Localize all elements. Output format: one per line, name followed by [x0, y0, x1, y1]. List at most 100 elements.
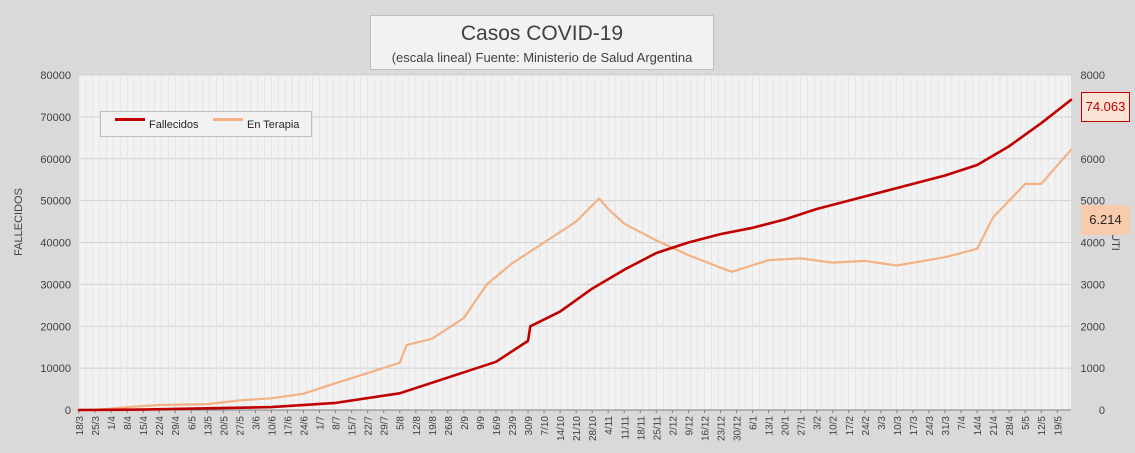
y2-tick-label: 3000 — [1081, 279, 1105, 291]
x-tick-label: 4/11 — [604, 416, 615, 435]
vertical-gridlines — [78, 75, 1070, 410]
series-line-en-terapia — [77, 148, 1073, 412]
x-tick-label: 8/4 — [123, 416, 134, 430]
legend: Fallecidos En Terapia — [100, 111, 312, 137]
x-tick-label: 2/9 — [460, 416, 471, 430]
x-tick-label: 12/8 — [412, 416, 423, 436]
x-tick-label: 5/5 — [1021, 416, 1032, 430]
x-tick-label: 22/7 — [364, 416, 375, 436]
x-tick-label: 30/12 — [733, 416, 744, 441]
x-tick-label: 9/9 — [476, 416, 487, 430]
x-tick-label: 25/3 — [91, 416, 102, 436]
series-lines — [77, 98, 1073, 412]
x-tick-label: 13/5 — [203, 416, 214, 436]
x-tick-label: 16/9 — [492, 416, 503, 436]
y-tick-label: 80000 — [40, 70, 71, 82]
x-tick-label: 3/6 — [251, 416, 262, 430]
y-tick-label: 70000 — [40, 112, 71, 124]
x-tick-label: 10/3 — [893, 416, 904, 436]
x-tick-label: 2/12 — [668, 416, 679, 436]
y2-axis-label: UTI — [1109, 233, 1121, 251]
y-tick-label: 60000 — [40, 154, 71, 166]
y2-tick-label: 6000 — [1081, 154, 1105, 166]
x-tick-label: 15/7 — [348, 416, 359, 436]
x-tick-label: 21/4 — [989, 416, 1000, 436]
legend-label-fallecidos: Fallecidos — [149, 119, 199, 131]
x-tick-label: 27/1 — [797, 416, 808, 436]
x-tick-label: 10/2 — [829, 416, 840, 436]
x-tick-label: 26/8 — [444, 416, 455, 436]
x-tick-label: 3/2 — [813, 416, 824, 430]
y-tick-label: 10000 — [40, 363, 71, 375]
chart-title: Casos COVID-19 — [460, 22, 624, 45]
y2-tick-label: 5000 — [1081, 196, 1105, 208]
chart-subtitle: (escala lineal) Fuente: Ministerio de Sa… — [391, 50, 693, 65]
x-tick-label: 22/4 — [155, 416, 166, 436]
x-tick-label: 5/8 — [396, 416, 407, 430]
legend-swatch-en-terapia — [213, 118, 243, 121]
x-tick-label: 29/4 — [171, 416, 182, 436]
x-tick-label: 24/3 — [925, 416, 936, 436]
y2-tick-label: 2000 — [1081, 321, 1105, 333]
x-tick-label: 15/4 — [139, 416, 150, 436]
x-tick-label: 23/12 — [716, 416, 727, 441]
x-tick-label: 14/10 — [556, 416, 567, 441]
x-tick-label: 17/2 — [845, 416, 856, 436]
x-tick-label: 14/4 — [973, 416, 984, 436]
x-tick-label: 25/11 — [652, 416, 663, 441]
x-tick-label: 8/7 — [332, 416, 343, 430]
x-tick-label: 6/1 — [749, 416, 760, 430]
x-tick-label: 24/2 — [861, 416, 872, 436]
x-tick-label: 3/3 — [877, 416, 888, 430]
y-axis-label: FALLECIDOS — [13, 188, 25, 256]
x-tick-label: 12/5 — [1037, 416, 1048, 436]
x-tick-label: 24/6 — [300, 416, 311, 436]
x-tick-label: 1/7 — [316, 416, 327, 430]
x-tick-label: 20/1 — [781, 416, 792, 436]
x-tick-label: 6/5 — [187, 416, 198, 430]
x-tick-label: 23/9 — [508, 416, 519, 436]
x-tick-label: 16/12 — [700, 416, 711, 441]
left-axis-ticks: 0 10000 20000 30000 40000 50000 60000 70000 8000… — [40, 70, 71, 417]
callout-fallecidos-last: 74.063 — [1081, 92, 1130, 122]
chart-title-box: Casos COVID-19 (escala lineal) Fuente: M… — [370, 15, 714, 70]
x-tick-label: 29/7 — [380, 416, 391, 436]
y2-tick-label: 1000 — [1081, 363, 1105, 375]
x-tick-label: 28/10 — [588, 416, 599, 441]
x-tick-label: 31/3 — [941, 416, 952, 436]
series-line-fallecidos — [77, 98, 1073, 412]
y-tick-label: 30000 — [40, 279, 71, 291]
y2-tick-label: 0 — [1099, 405, 1105, 417]
legend-swatch-fallecidos — [115, 118, 145, 121]
x-tick-label: 7/4 — [957, 416, 968, 430]
x-tick-label: 27/5 — [235, 416, 246, 436]
x-tick-label: 19/8 — [428, 416, 439, 436]
x-tick-label: 17/6 — [283, 416, 294, 436]
x-axis-ticks: 18/3 25/3 1/4 8/4 15/4 22/4 29/4 6/5 13/5 20/5 27/… — [75, 409, 1071, 441]
right-axis-ticks: 010002000300040005000600070008000 — [1081, 70, 1105, 417]
x-tick-label: 13/1 — [765, 416, 776, 436]
y-tick-label: 50000 — [40, 196, 71, 208]
x-tick-label: 17/3 — [909, 416, 920, 436]
x-tick-label: 18/11 — [636, 416, 647, 441]
y-tick-label: 0 — [65, 405, 71, 417]
x-tick-label: 11/11 — [620, 416, 631, 440]
x-tick-label: 18/3 — [75, 416, 86, 436]
y-tick-label: 20000 — [40, 321, 71, 333]
x-tick-label: 28/4 — [1005, 416, 1016, 436]
x-tick-label: 1/4 — [107, 416, 118, 430]
x-tick-label: 7/10 — [540, 416, 551, 436]
y-tick-label: 40000 — [40, 238, 71, 250]
x-tick-label: 10/6 — [267, 416, 278, 436]
callout-en-terapia-last: 6.214 — [1081, 205, 1130, 235]
x-tick-label: 21/10 — [572, 416, 583, 441]
x-tick-label: 9/12 — [684, 416, 695, 436]
y2-tick-label: 4000 — [1081, 238, 1105, 250]
legend-label-en-terapia: En Terapia — [247, 119, 300, 131]
x-tick-label: 30/9 — [524, 416, 535, 436]
x-tick-label: 20/5 — [219, 416, 230, 436]
y2-tick-label: 8000 — [1081, 70, 1105, 82]
x-tick-label: 19/5 — [1053, 416, 1064, 436]
